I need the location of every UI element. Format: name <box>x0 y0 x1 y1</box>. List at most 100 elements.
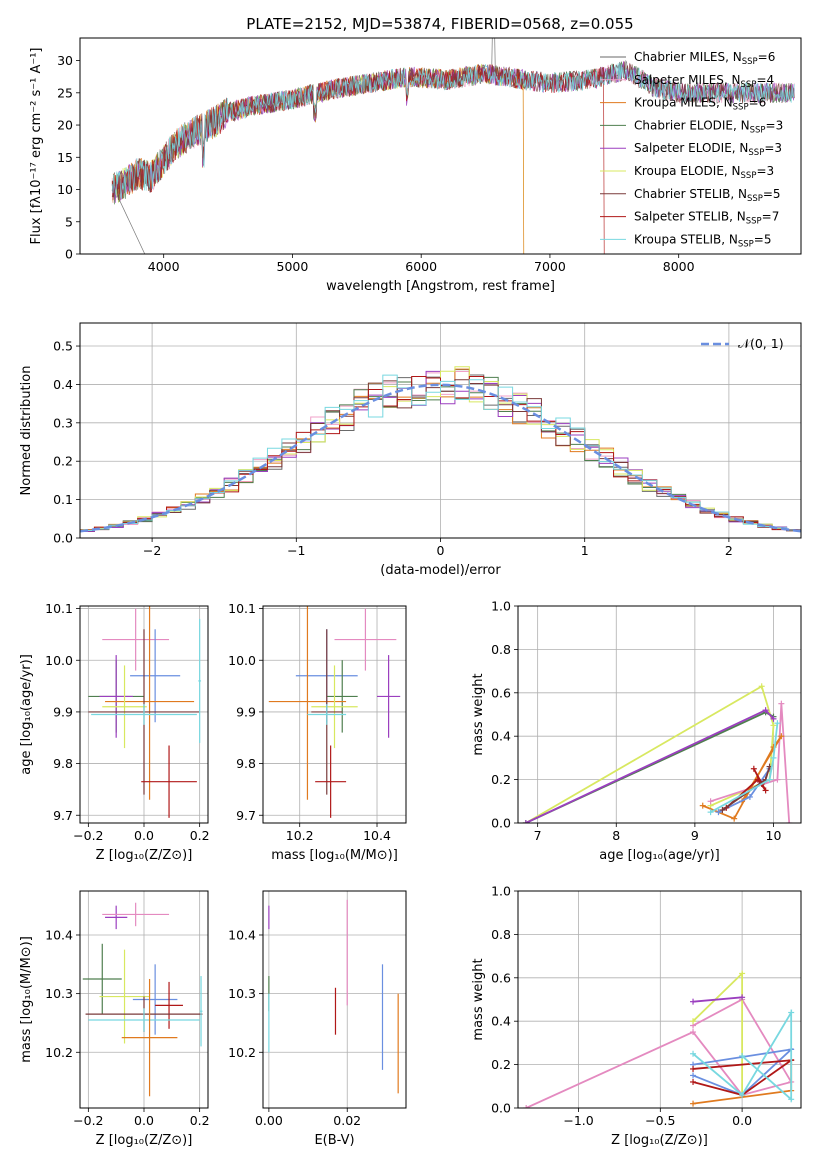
y-tick-label: 0.8 <box>491 927 511 942</box>
plot-frame <box>517 890 802 1109</box>
x-axis-label: E(B-V) <box>314 1133 354 1148</box>
x-tick-label: 0.00 <box>255 1113 283 1128</box>
y-tick-label: 0.4 <box>491 729 511 744</box>
errorbar-point <box>102 665 147 749</box>
x-tick-label: 8 <box>612 828 620 843</box>
weight-series <box>692 971 744 1095</box>
errorbar-point <box>198 618 202 743</box>
errorbar-point <box>102 608 170 671</box>
legend-label: Kroupa STELIB, NSSP=5 <box>634 232 772 249</box>
plot-frame <box>517 605 802 824</box>
x-tick-label: 0.2 <box>190 1113 210 1128</box>
weight-series <box>525 998 793 1108</box>
errorbars <box>88 606 202 818</box>
weight-series <box>710 723 779 813</box>
y-tick-label: 10 <box>57 182 73 197</box>
y-axis-label: Normed distribution <box>19 366 34 496</box>
x-axis-label: Z [log₁₀(Z/Z⊙)] <box>96 848 193 863</box>
x-tick-label: 0.2 <box>190 828 210 843</box>
x-tick-label: 5000 <box>277 259 309 274</box>
y-tick-label: 9.7 <box>236 808 256 823</box>
y-tick-label: 20 <box>57 118 73 133</box>
weight_vs_z-panel: −1.0 −0.5 0.0 0.0 0.2 0.4 0.6 0.8 1.0 Z [log₁₀(Z/… <box>471 884 802 1148</box>
y-tick-label: 0.5 <box>53 339 73 354</box>
y-axis-label: age [log₁₀(age/yr)] <box>19 654 34 775</box>
histogram-lines <box>80 366 801 534</box>
plot-frame <box>79 322 802 539</box>
y-tick-label: 0.8 <box>491 642 511 657</box>
errorbar-point <box>307 704 347 725</box>
plot-frame <box>79 605 209 824</box>
y-tick-label: 10.2 <box>228 1045 256 1060</box>
errorbar-point <box>311 665 358 749</box>
weight-lines <box>523 970 795 1108</box>
x-tick-label: 10.2 <box>286 828 314 843</box>
x-tick-label: −2 <box>143 543 161 558</box>
legend-label: Chabrier STELIB, NSSP=5 <box>634 187 781 204</box>
plot-frame <box>262 890 407 1109</box>
x-tick-label: 0 <box>437 543 445 558</box>
y-tick-label: 0.0 <box>53 531 73 546</box>
y-tick-label: 0.2 <box>491 772 511 787</box>
y-tick-label: 10.4 <box>45 927 73 942</box>
weight-series <box>692 996 743 1003</box>
age_vs_z-panel: −0.2 0.0 0.2 9.7 9.8 9.9 10.0 10.1 Z [log₁₀(Z/Z⊙… <box>19 601 210 863</box>
y-tick-label: 1.0 <box>491 884 511 899</box>
y-axis-label: mass [log₁₀(M/M⊙)] <box>19 936 34 1063</box>
spectrum-series-salpeter_stelib <box>111 64 605 254</box>
figure-title: PLATE=2152, MJD=53874, FIBERID=0568, z=0… <box>246 15 633 33</box>
y-tick-label: 1.0 <box>491 599 511 614</box>
y-tick-label: 15 <box>57 150 73 165</box>
x-tick-label: 10.4 <box>363 828 391 843</box>
errorbar-point <box>102 902 170 927</box>
x-tick-label: −1 <box>287 543 305 558</box>
x-tick-label: −0.2 <box>73 828 103 843</box>
x-tick-label: −0.5 <box>645 1113 675 1128</box>
y-tick-label: 25 <box>57 85 73 100</box>
y-tick-label: 0 <box>65 247 73 262</box>
x-tick-label: 9 <box>691 828 699 843</box>
weight-lines <box>522 683 793 823</box>
y-tick-label: 9.7 <box>53 808 73 823</box>
x-tick-label: 0.0 <box>134 828 154 843</box>
errorbar-point <box>326 660 358 733</box>
x-tick-label: 6000 <box>405 259 437 274</box>
errorbars <box>268 606 401 818</box>
weight-series <box>525 684 775 823</box>
y-tick-label: 5 <box>65 214 73 229</box>
y-tick-label: 0.3 <box>53 415 73 430</box>
legend: Chabrier MILES, NSSP=6 Salpeter MILES, NS… <box>600 50 783 249</box>
normal-curve <box>80 383 801 533</box>
legend-label: Kroupa ELODIE, NSSP=3 <box>634 164 774 181</box>
errorbar-point <box>82 943 122 1015</box>
weight_vs_age-panel: 7 8 9 10 0.0 0.2 0.4 0.6 0.8 1.0 age [log₁₀(age/yr… <box>471 599 802 863</box>
legend-label: Salpeter MILES, NSSP=4 <box>634 73 774 90</box>
weight-series <box>721 766 771 811</box>
x-tick-label: 4000 <box>148 259 180 274</box>
legend-label: Chabrier ELODIE, NSSP=3 <box>634 118 783 135</box>
legend-label: Salpeter ELODIE, NSSP=3 <box>634 141 782 158</box>
errorbars <box>268 899 399 1094</box>
errorbar-point <box>132 964 178 1035</box>
y-tick-label: 10.2 <box>45 1045 73 1060</box>
x-axis-label: Z [log₁₀(Z/Z⊙)] <box>611 1133 708 1148</box>
age_vs_mass-panel: 10.2 10.4 9.7 9.8 9.9 10.0 10.1 mass [log₁₀(M/M… <box>228 601 407 863</box>
x-axis-label: Z [log₁₀(Z/Z⊙)] <box>96 1133 193 1148</box>
y-tick-label: 0.4 <box>491 1014 511 1029</box>
errorbar-point <box>141 745 197 818</box>
spectrum-panel: 4000 5000 6000 7000 8000 0 5 10 15 20 25 30 waveleng… <box>29 37 802 294</box>
y-tick-label: 9.8 <box>53 756 73 771</box>
errorbar-point <box>199 976 203 1047</box>
x-axis-label: (data-model)/error <box>380 563 501 578</box>
y-tick-label: 0.0 <box>491 1101 511 1116</box>
errorbar-point <box>91 704 197 725</box>
x-tick-label: 8000 <box>663 259 695 274</box>
y-tick-label: 0.2 <box>491 1057 511 1072</box>
y-tick-label: 0.2 <box>53 454 73 469</box>
weight-series <box>725 768 767 809</box>
x-tick-label: 0.0 <box>732 1113 752 1128</box>
y-tick-label: 0.1 <box>53 492 73 507</box>
y-axis-label: mass weight <box>471 673 486 755</box>
errorbar-point <box>155 981 183 1029</box>
